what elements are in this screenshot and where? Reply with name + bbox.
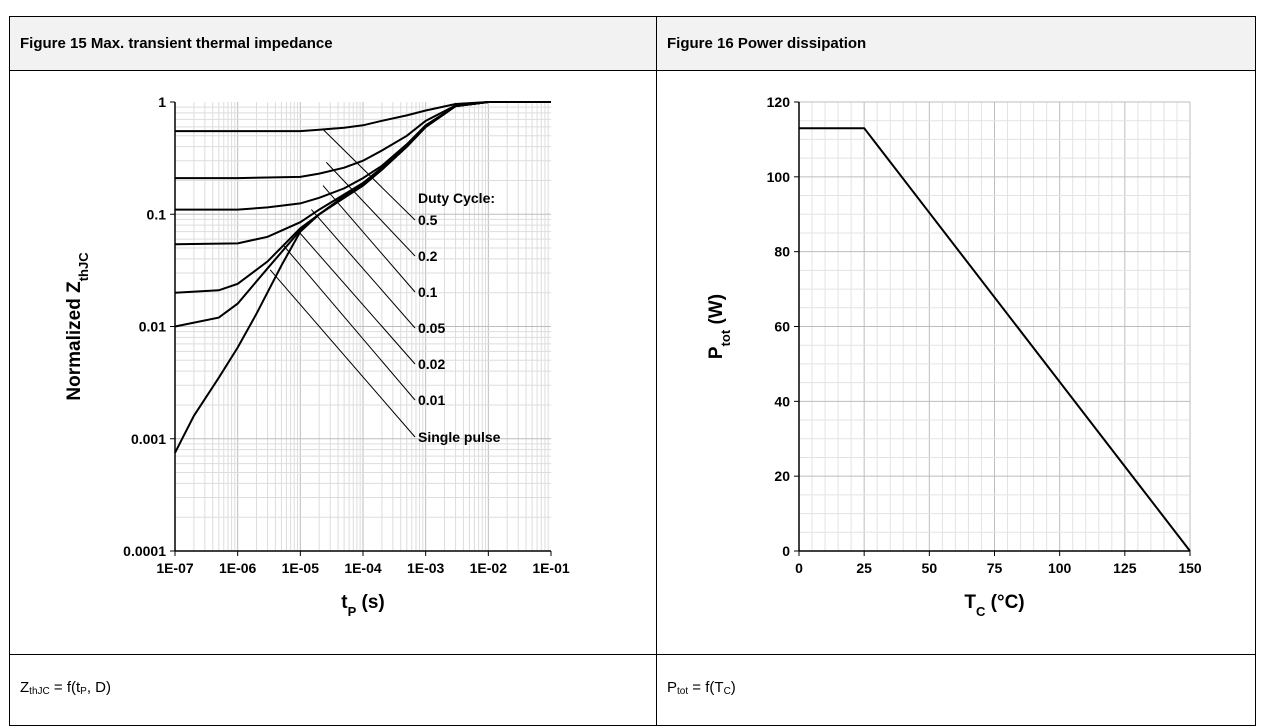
power-dissipation-chart: 0 25 50 75 100 125 150 0 20 40 60 80 100 120 TC (°C) Pt… bbox=[706, 94, 1202, 619]
figure-15-plot-cell: 1E-07 1E-06 1E-05 1E-04 1E-03 1E-02 1E-01 0.000… bbox=[9, 70, 657, 655]
formula-rest2: , D) bbox=[86, 679, 112, 696]
figure-16-formula: Ptot = f(TC) bbox=[657, 655, 1255, 725]
y-tick-label: 0.01 bbox=[139, 319, 166, 335]
y-tick-label: 100 bbox=[767, 169, 791, 185]
x-axis-title-rest: (°C) bbox=[985, 592, 1024, 613]
leader-line bbox=[310, 209, 416, 329]
x-tick-label: 1E-06 bbox=[219, 560, 257, 576]
figure-15-footer-cell: ZthJC = f(tP, D) bbox=[9, 654, 657, 726]
x-axis-title-main: t bbox=[341, 592, 348, 613]
formula-sub: tot bbox=[677, 686, 689, 697]
formula-sub: thJC bbox=[29, 686, 50, 697]
x-axis-title-rest: (s) bbox=[356, 592, 385, 613]
y-tick-label: 60 bbox=[774, 319, 790, 335]
x-tick-label: 1E-07 bbox=[156, 560, 194, 576]
duty-cycle-label: Single pulse bbox=[418, 429, 501, 445]
leader-line bbox=[269, 269, 416, 438]
duty-cycle-label: 0.05 bbox=[418, 320, 445, 336]
formula-rest: = f(t bbox=[49, 679, 81, 696]
x-tick-label: 125 bbox=[1113, 560, 1137, 576]
figure-table: Figure 15 Max. transient thermal impedan… bbox=[9, 16, 1256, 726]
duty-cycle-label: 0.02 bbox=[418, 356, 445, 372]
y-tick-label: 0.1 bbox=[147, 206, 167, 222]
duty-cycle-label: 0.1 bbox=[418, 284, 438, 300]
y-tick-label: 80 bbox=[774, 244, 790, 260]
formula-sub2: C bbox=[723, 686, 731, 697]
x-tick-label: 1E-04 bbox=[344, 560, 382, 576]
y-tick-label: 0.0001 bbox=[123, 543, 166, 559]
leader-line bbox=[283, 245, 416, 401]
duty-cycle-title: Duty Cycle: bbox=[418, 190, 495, 206]
formula-main: P bbox=[667, 679, 678, 696]
y-tick-label: 20 bbox=[774, 468, 790, 484]
x-tick-label: 150 bbox=[1178, 560, 1202, 576]
x-tick-label: 1E-05 bbox=[282, 560, 320, 576]
x-tick-label: 25 bbox=[856, 560, 872, 576]
x-axis-title: TC (°C) bbox=[964, 592, 1024, 619]
figure-16-title: Figure 16 Power dissipation bbox=[667, 35, 867, 52]
y-axis-title-sub: tot bbox=[718, 329, 733, 346]
formula-rest: = f(T bbox=[688, 679, 724, 696]
figure-15-title: Figure 15 Max. transient thermal impedan… bbox=[20, 35, 333, 52]
figure-16-header-cell: Figure 16 Power dissipation bbox=[656, 16, 1256, 71]
y-axis-title-main: Normalized Z bbox=[64, 281, 85, 401]
y-axis-title-sub: thJC bbox=[76, 252, 91, 282]
x-tick-label: 1E-02 bbox=[470, 560, 508, 576]
grid bbox=[798, 101, 1191, 552]
series-line bbox=[799, 127, 1191, 552]
x-axis-title-sub: C bbox=[976, 604, 986, 619]
leader-line bbox=[297, 229, 416, 365]
y-tick-label: 0 bbox=[782, 543, 790, 559]
x-axis-title: tP (s) bbox=[341, 592, 385, 619]
formula-main: Z bbox=[20, 679, 30, 696]
x-tick-label: 50 bbox=[922, 560, 938, 576]
formula-rest2: ) bbox=[730, 679, 736, 696]
leader-line bbox=[322, 129, 416, 221]
figure-16-plot-cell: 0 25 50 75 100 125 150 0 20 40 60 80 100 120 TC (°C) Pt… bbox=[656, 70, 1256, 655]
y-axis-title-rest: (W) bbox=[706, 294, 727, 330]
x-tick-label: 0 bbox=[795, 560, 803, 576]
x-tick-label: 1E-01 bbox=[532, 560, 570, 576]
series-line bbox=[174, 101, 551, 454]
x-tick-label: 100 bbox=[1048, 560, 1072, 576]
figure-16-footer-cell: Ptot = f(TC) bbox=[656, 654, 1256, 726]
leader-line bbox=[322, 185, 416, 293]
figure-15-header-cell: Figure 15 Max. transient thermal impedan… bbox=[9, 16, 657, 71]
x-axis-title-main: T bbox=[964, 592, 976, 613]
thermal-impedance-chart: 1E-07 1E-06 1E-05 1E-04 1E-03 1E-02 1E-01 0.000… bbox=[64, 94, 570, 619]
duty-cycle-label: 0.2 bbox=[418, 248, 438, 264]
y-axis-title: Ptot (W) bbox=[706, 294, 733, 359]
duty-cycle-label: 0.5 bbox=[418, 212, 438, 228]
series-line bbox=[175, 101, 551, 133]
y-tick-label: 120 bbox=[767, 94, 791, 110]
y-axis-title-main: P bbox=[706, 346, 727, 359]
x-axis-title-sub: P bbox=[348, 604, 357, 619]
leader-line bbox=[325, 162, 416, 257]
y-tick-label: 0.001 bbox=[131, 431, 166, 447]
y-tick-label: 1 bbox=[158, 94, 166, 110]
duty-cycle-label: 0.01 bbox=[418, 392, 445, 408]
y-axis-title: Normalized ZthJC bbox=[64, 252, 91, 401]
x-tick-label: 75 bbox=[987, 560, 1003, 576]
y-tick-label: 40 bbox=[774, 393, 790, 409]
formula-sub2: P bbox=[80, 686, 87, 697]
x-tick-label: 1E-03 bbox=[407, 560, 445, 576]
figure-15-formula: ZthJC = f(tP, D) bbox=[10, 655, 656, 725]
